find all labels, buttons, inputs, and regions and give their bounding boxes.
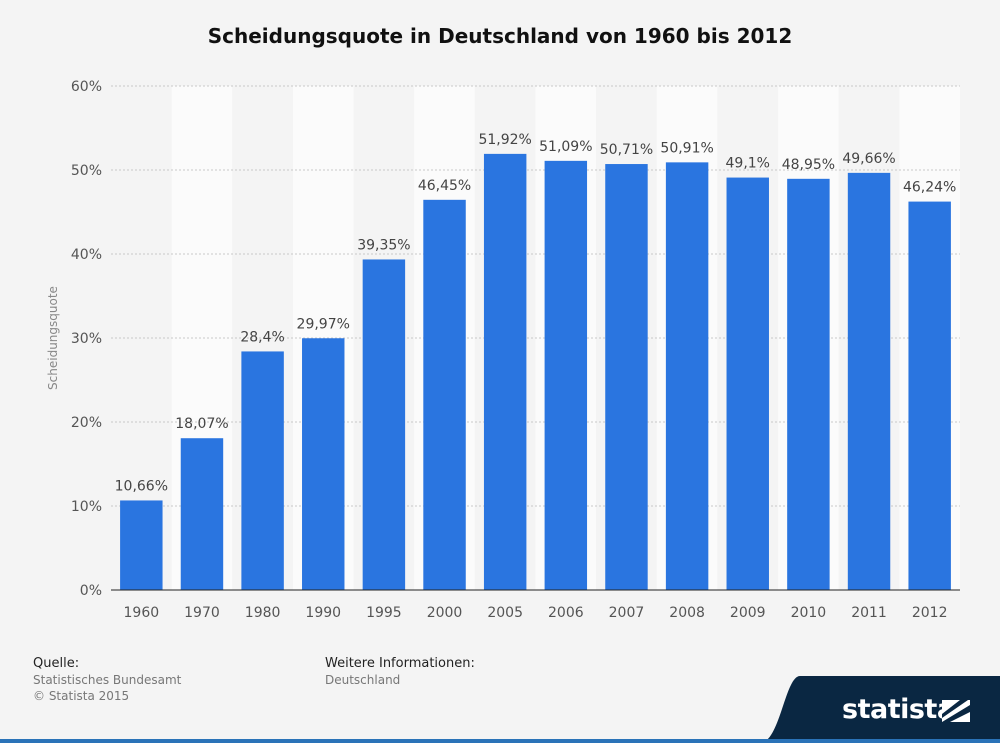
value-label: 28,4% [240,329,284,345]
x-tick-label: 2008 [669,605,705,621]
bar[interactable] [180,438,224,590]
bar[interactable] [544,160,588,590]
value-label: 51,92% [478,132,531,148]
x-tick-label: 2011 [851,605,887,621]
value-label: 46,24% [903,180,956,196]
bar-chart: 0% 10% 20% 30% 40% 50% 60% 10,66% 18,07% 28,4% 29… [46,79,960,621]
y-tick-label: 50% [71,163,102,179]
source-line: Statistisches Bundesamt [33,673,182,687]
value-label: 50,91% [660,140,713,156]
x-tick-label: 2007 [609,605,645,621]
y-tick-label: 10% [71,499,102,515]
value-label: 29,97% [297,316,350,332]
bottom-stripe [0,739,1000,743]
y-tick-label: 60% [71,79,102,95]
y-tick-label: 40% [71,247,102,263]
source-heading: Quelle: [33,656,80,671]
x-tick-label: 2012 [912,605,948,621]
x-tick-label: 1970 [184,605,220,621]
bar[interactable] [302,338,345,590]
value-label: 50,71% [600,142,653,158]
bar[interactable] [787,178,830,590]
statista-logo[interactable]: statista [842,694,955,725]
bar[interactable] [847,172,891,590]
x-tick-label: 2009 [730,605,766,621]
y-axis-label: Scheidungsquote [46,286,60,390]
x-tick-label: 1990 [305,605,341,621]
bar[interactable] [605,164,648,590]
x-tick-label: 1960 [124,605,160,621]
value-label: 49,1% [726,156,770,172]
bar[interactable] [423,199,466,590]
value-label: 51,09% [539,139,592,155]
y-tick-label: 30% [71,331,102,347]
source-block: Quelle: Statistisches Bundesamt © Statis… [33,656,181,704]
bar[interactable] [120,500,163,590]
x-tick-label: 2010 [791,605,827,621]
x-axis-ticks: 1960 1970 1980 1990 1995 2000 2005 2006 2007 2008… [124,605,948,621]
info-line: Deutschland [325,673,401,687]
bar[interactable] [483,153,527,590]
brand-banner[interactable] [760,676,1000,743]
y-tick-label: 0% [80,583,102,599]
x-tick-label: 2000 [427,605,463,621]
bar[interactable] [241,351,284,590]
bar[interactable] [726,177,769,590]
value-label: 46,45% [418,178,471,194]
info-heading: Weitere Informationen: [325,656,475,671]
value-labels: 10,66% 18,07% 28,4% 29,97% 39,35% 46,45% 51,92… [115,132,957,495]
value-label: 39,35% [357,237,410,253]
x-tick-label: 2006 [548,605,584,621]
bar[interactable] [362,259,406,590]
info-block: Weitere Informationen: Deutschland [325,656,475,688]
value-label: 48,95% [782,157,835,173]
x-tick-label: 1980 [245,605,281,621]
value-label: 49,66% [842,151,895,167]
copyright-line: © Statista 2015 [33,689,130,703]
statista-logo-icon [942,700,970,722]
chart-title: Scheidungsquote in Deutschland von 1960 … [207,24,793,48]
value-label: 10,66% [115,478,168,494]
y-tick-label: 20% [71,415,102,431]
bar[interactable] [665,162,709,590]
value-label: 18,07% [175,416,228,432]
bar[interactable] [908,201,951,591]
x-tick-label: 1995 [366,605,402,621]
y-axis-ticks: 0% 10% 20% 30% 40% 50% 60% [71,79,102,599]
bars [120,153,951,591]
x-tick-label: 2005 [487,605,523,621]
